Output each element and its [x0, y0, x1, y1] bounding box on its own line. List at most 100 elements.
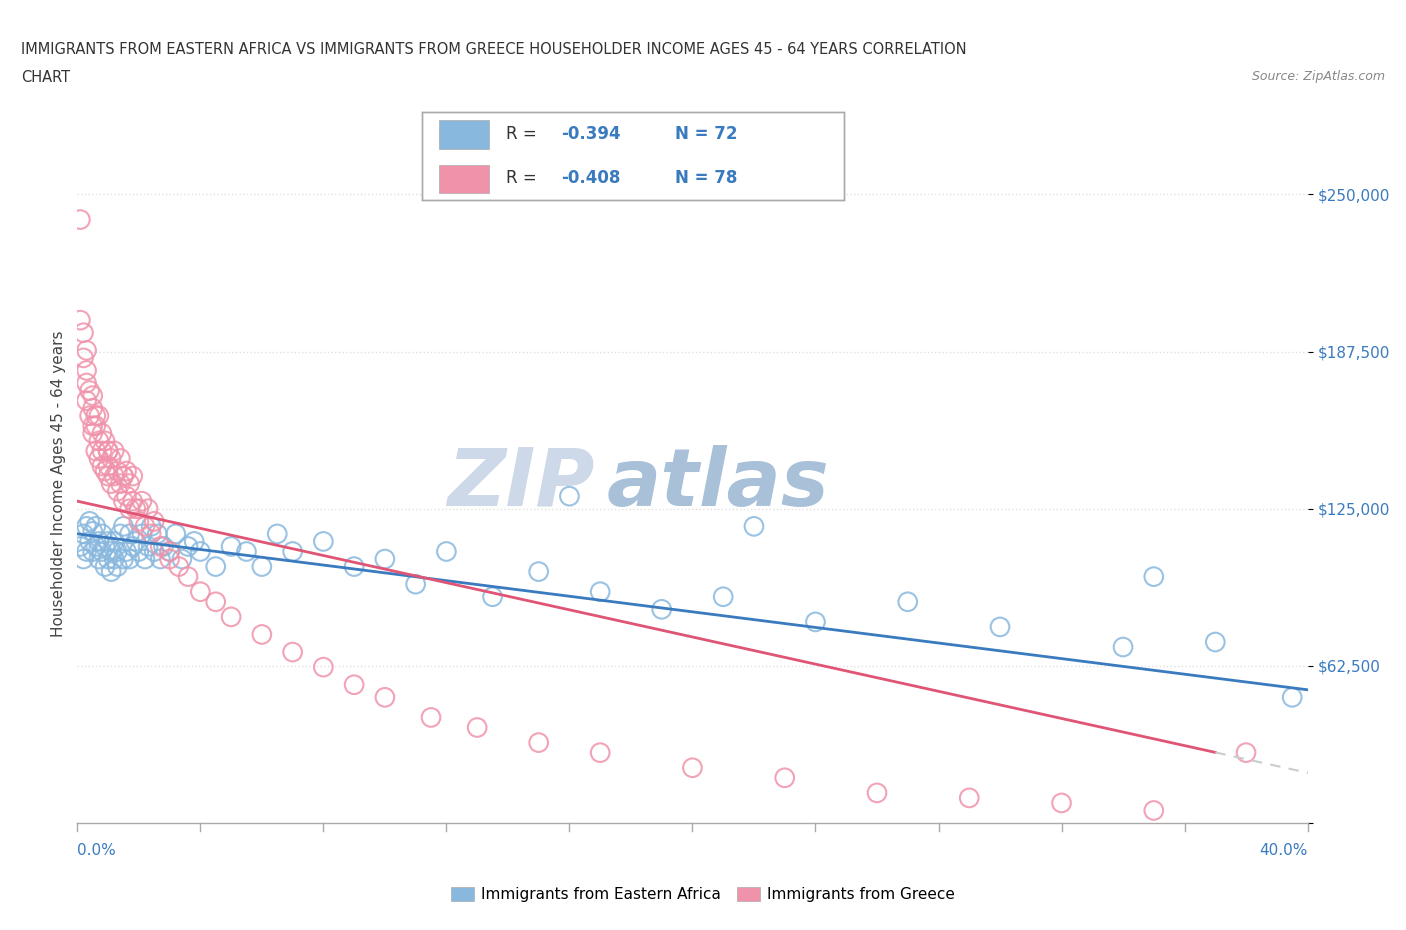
Point [1050, 795, 1073, 810]
Point [188, 584, 212, 599]
Point [94, 539, 117, 554]
Point [82, 544, 104, 559]
Point [115, 489, 138, 504]
Point [90, 444, 114, 458]
Point [103, 444, 125, 458]
Point [312, 534, 335, 549]
Point [118, 476, 141, 491]
Point [97, 444, 120, 458]
Text: R =: R = [506, 169, 543, 187]
Point [188, 544, 212, 559]
Text: Source: ZipAtlas.com: Source: ZipAtlas.com [1251, 70, 1385, 83]
Point [152, 539, 174, 554]
Point [589, 745, 612, 760]
Point [527, 735, 550, 750]
Point [72, 551, 94, 566]
Point [110, 476, 132, 491]
Point [146, 526, 169, 541]
Point [82, 426, 104, 441]
Point [343, 559, 366, 574]
Point [82, 524, 104, 538]
Point [897, 594, 920, 609]
Point [100, 565, 122, 579]
Point [866, 786, 889, 801]
Point [84, 418, 107, 433]
Text: R =: R = [506, 125, 543, 142]
Point [76, 376, 98, 391]
Point [90, 426, 114, 441]
Point [651, 602, 673, 617]
Y-axis label: Householder Income Ages 45 - 64 years: Householder Income Ages 45 - 64 years [51, 330, 66, 637]
Point [105, 463, 128, 478]
Point [183, 534, 205, 549]
Point [481, 590, 503, 604]
Point [112, 494, 135, 509]
Point [94, 433, 117, 448]
Point [128, 514, 150, 529]
Point [84, 444, 107, 458]
Point [87, 433, 110, 448]
Point [374, 551, 396, 566]
Point [79, 514, 101, 529]
Point [121, 539, 143, 554]
Point [312, 659, 335, 674]
Text: IMMIGRANTS FROM EASTERN AFRICA VS IMMIGRANTS FROM GREECE HOUSEHOLDER INCOME AGES: IMMIGRANTS FROM EASTERN AFRICA VS IMMIGR… [21, 42, 967, 57]
Point [90, 526, 114, 541]
Point [87, 534, 110, 549]
Point [121, 469, 143, 484]
Text: 40.0%: 40.0% [1260, 844, 1308, 858]
Point [103, 551, 125, 566]
Point [343, 677, 366, 692]
Point [72, 326, 94, 340]
Point [112, 519, 135, 534]
Point [128, 501, 150, 516]
Point [1112, 640, 1135, 655]
Point [105, 484, 128, 498]
Text: atlas: atlas [606, 445, 830, 523]
Point [110, 451, 132, 466]
Point [79, 383, 101, 398]
FancyBboxPatch shape [439, 121, 489, 149]
Point [159, 551, 181, 566]
Point [165, 526, 187, 541]
Point [79, 534, 101, 549]
Point [128, 544, 150, 559]
Point [177, 569, 200, 584]
Point [131, 494, 153, 509]
Point [76, 544, 98, 559]
Point [235, 544, 257, 559]
Point [141, 519, 163, 534]
Text: CHART: CHART [21, 70, 70, 85]
Point [94, 463, 117, 478]
Point [1143, 569, 1166, 584]
Point [105, 559, 128, 574]
Point [420, 710, 443, 724]
Point [72, 526, 94, 541]
Point [1204, 634, 1226, 649]
Point [100, 476, 122, 491]
Point [250, 559, 273, 574]
Point [76, 343, 98, 358]
Point [72, 351, 94, 365]
Point [87, 408, 110, 423]
Point [103, 534, 125, 549]
Point [110, 526, 132, 541]
Text: -0.394: -0.394 [561, 125, 620, 142]
Point [84, 539, 107, 554]
Point [118, 526, 141, 541]
FancyBboxPatch shape [439, 165, 489, 193]
Point [281, 644, 304, 659]
Point [82, 401, 104, 416]
Point [125, 534, 148, 549]
Point [682, 761, 704, 776]
Point [281, 544, 304, 559]
Point [90, 544, 114, 559]
Point [97, 551, 120, 566]
Point [134, 551, 156, 566]
Point [374, 690, 396, 705]
Point [177, 539, 200, 554]
Point [115, 463, 138, 478]
Point [82, 418, 104, 433]
Point [159, 544, 181, 559]
Point [589, 584, 612, 599]
